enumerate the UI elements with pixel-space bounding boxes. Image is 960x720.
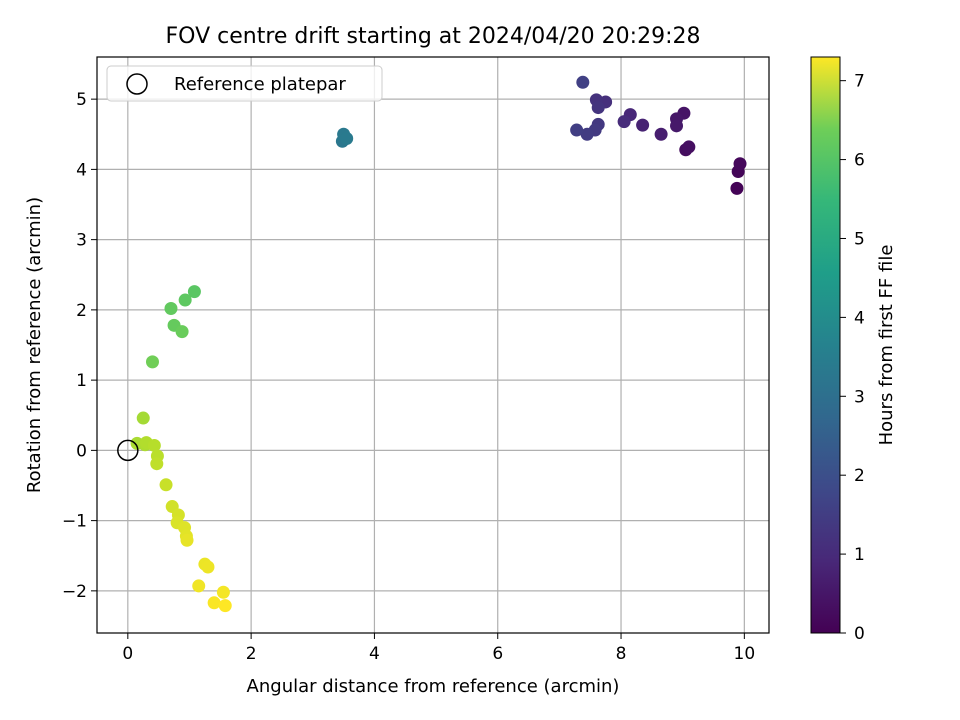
data-point — [201, 560, 215, 574]
data-point — [150, 457, 164, 471]
colorbar-tick-label: 1 — [854, 545, 865, 565]
colorbar-tick-label: 3 — [854, 387, 865, 407]
data-point — [178, 293, 192, 307]
x-tick-label: 0 — [122, 644, 133, 664]
x-tick-label: 6 — [492, 644, 503, 664]
colorbar: 0 1 2 3 4 5 6 7 Hours from first FF file — [810, 56, 897, 644]
legend-marker — [126, 73, 148, 95]
data-point — [591, 101, 605, 115]
colorbar-ticks: 0 1 2 3 4 5 6 7 — [840, 72, 865, 644]
data-point — [207, 596, 221, 610]
data-point — [617, 115, 631, 129]
x-tick-label: 4 — [369, 644, 380, 664]
plot-frame — [96, 56, 770, 634]
colorbar-gradient — [810, 56, 841, 634]
y-axis-label: Rotation from reference (arcmin) — [24, 197, 45, 493]
y-tick-label: −1 — [62, 512, 87, 532]
data-point — [136, 411, 150, 425]
y-tick-label: 5 — [76, 90, 87, 110]
data-point — [730, 181, 744, 195]
data-point — [145, 355, 159, 369]
colorbar-tick-label: 0 — [854, 624, 865, 644]
colorbar-tick-label: 4 — [854, 308, 865, 328]
data-point — [670, 119, 684, 133]
legend: Reference platepar — [106, 65, 383, 102]
data-point — [192, 579, 206, 593]
colorbar-tick-label: 7 — [854, 72, 865, 92]
x-axis-label: Angular distance from reference (arcmin) — [247, 676, 620, 697]
data-point — [580, 127, 594, 141]
x-tick-label: 2 — [246, 644, 257, 664]
data-point — [180, 533, 194, 547]
y-tick-label: 1 — [76, 371, 87, 391]
colorbar-tick-label: 5 — [854, 229, 865, 249]
colorbar-tick-label: 2 — [854, 466, 865, 486]
x-tick-label: 8 — [616, 644, 627, 664]
data-point — [216, 585, 230, 599]
data-point — [733, 157, 747, 171]
reference-marker — [117, 439, 139, 462]
chart-title: FOV centre drift starting at 2024/04/20 … — [166, 24, 701, 49]
data-point — [175, 325, 189, 339]
y-tick-label: 4 — [76, 160, 87, 180]
x-tick-label: 10 — [734, 644, 756, 664]
data-point — [576, 75, 590, 89]
data-point — [570, 123, 584, 137]
data-point — [159, 478, 173, 492]
x-ticks: 0 2 4 6 8 10 — [122, 633, 755, 664]
y-ticks: −2 −1 0 1 2 3 4 5 — [62, 90, 97, 602]
data-point — [654, 127, 668, 141]
data-point — [682, 140, 696, 154]
data-point — [164, 301, 178, 315]
reference-point — [117, 439, 139, 462]
colorbar-label: Hours from first FF file — [876, 245, 897, 446]
legend-entry: Reference platepar — [174, 74, 346, 95]
legend-box — [106, 65, 383, 102]
y-tick-label: 2 — [76, 301, 87, 321]
data-point — [636, 118, 650, 132]
data-point — [218, 599, 232, 613]
data-points — [130, 75, 747, 613]
y-tick-label: 3 — [76, 231, 87, 251]
colorbar-tick-label: 6 — [854, 151, 865, 171]
data-point — [147, 438, 161, 452]
data-point — [187, 285, 201, 299]
data-point — [340, 131, 354, 145]
grid — [97, 57, 769, 633]
y-tick-label: −2 — [62, 582, 87, 602]
y-tick-label: 0 — [76, 441, 87, 461]
